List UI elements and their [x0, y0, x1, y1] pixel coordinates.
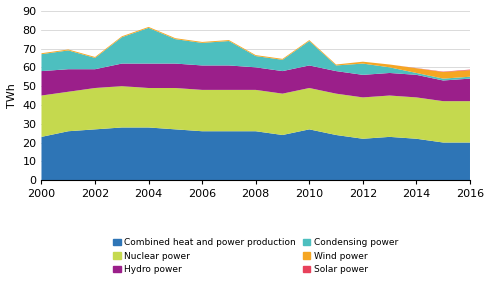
Y-axis label: TWh: TWh — [7, 83, 17, 108]
Legend: Combined heat and power production, Nuclear power, Hydro power, Condensing power: Combined heat and power production, Nucl… — [110, 235, 401, 277]
